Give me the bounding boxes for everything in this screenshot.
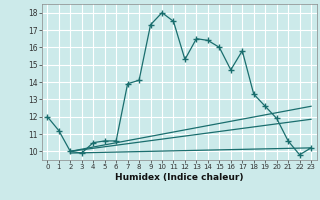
X-axis label: Humidex (Indice chaleur): Humidex (Indice chaleur) xyxy=(115,173,244,182)
